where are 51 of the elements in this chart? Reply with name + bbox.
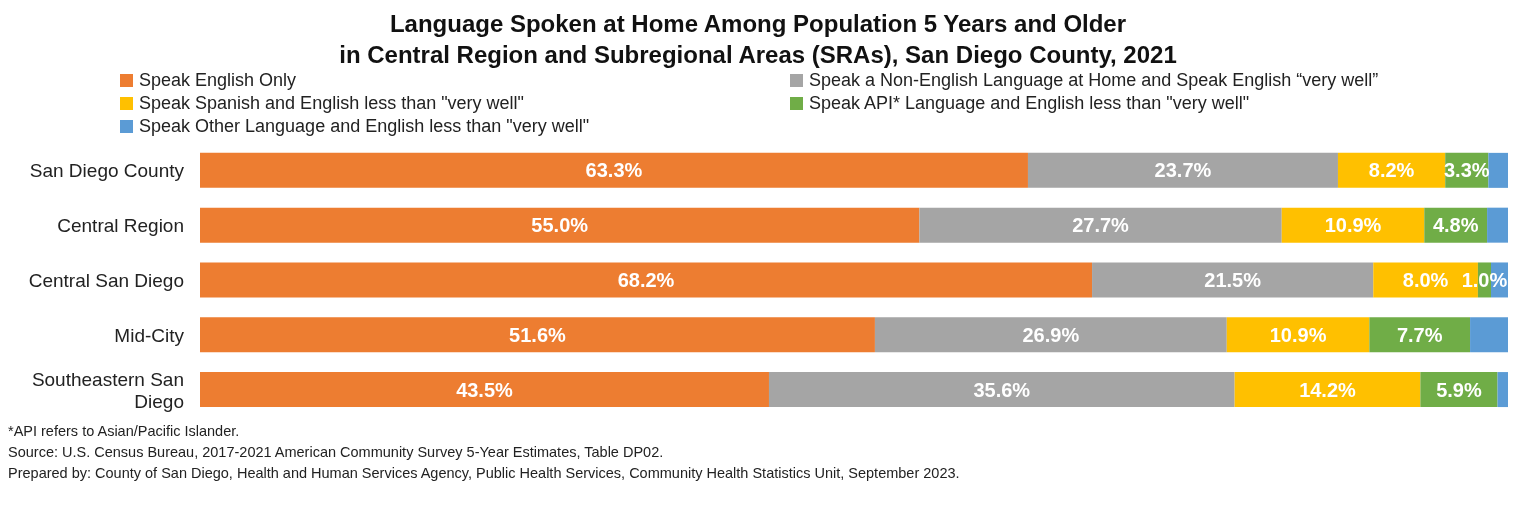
bar xyxy=(1027,152,1338,188)
bar xyxy=(1281,207,1425,243)
data-label: 10.9% xyxy=(1324,214,1382,237)
data-label: 55.0% xyxy=(531,214,589,237)
data-label: 8.0% xyxy=(1402,268,1449,291)
text: *API refers to Asian/Pacific Islander. xyxy=(8,422,241,441)
bar xyxy=(200,207,920,243)
bar xyxy=(200,317,875,353)
text: Prepared by: County of San Diego, Health and Human Services Agency, Public Health Services, Community Health Statistics Unit, September 2023. xyxy=(8,464,961,483)
data-label: 21.5% xyxy=(1204,268,1262,291)
data-label: 1.0% xyxy=(1461,268,1508,291)
bar xyxy=(1488,152,1508,188)
data-label: 10.9% xyxy=(1269,323,1327,346)
source-note: Source: U.S. Census Bureau, 2017-2021 American Community Survey 5-Year Estimates, Table DP02. xyxy=(8,443,665,462)
legend-label: Speak English Only xyxy=(139,70,297,91)
data-label: 68.2% xyxy=(617,268,675,291)
bar xyxy=(1234,372,1421,408)
data-label: 8.2% xyxy=(1368,159,1415,182)
bar xyxy=(1497,372,1508,408)
bar xyxy=(768,372,1235,408)
legend-label: Speak Other Language and English less than "very well" xyxy=(139,116,590,137)
data-label: 27.7% xyxy=(1072,214,1130,237)
bar xyxy=(874,317,1227,353)
bar xyxy=(200,152,1028,188)
data-label: 63.3% xyxy=(585,159,643,182)
y-tick-label: San Diego County xyxy=(29,159,185,181)
legend-label: Speak a Non-English Language at Home and Speak English “very well” xyxy=(809,70,1379,91)
legend-label: Speak API* Language and English less than "very well" xyxy=(809,93,1250,114)
bar xyxy=(1369,317,1471,353)
data-label: 35.6% xyxy=(973,378,1031,401)
bar xyxy=(200,372,769,408)
data-label: 7.7% xyxy=(1396,323,1443,346)
bar xyxy=(1487,207,1508,243)
bar xyxy=(919,207,1282,243)
data-label: 43.5% xyxy=(456,378,514,401)
data-label: 4.8% xyxy=(1432,214,1479,237)
bar xyxy=(1470,317,1508,353)
bar xyxy=(200,262,1093,298)
data-label: 23.7% xyxy=(1154,159,1212,182)
bar xyxy=(1226,317,1370,353)
chart-title: Language Spoken at Home Among Population 5 Years and Older in Central Region and Subregional Areas (SRAs), San Diego County, 2021 xyxy=(338,9,1178,70)
y-tick-label: Southeastern San Diego xyxy=(31,368,184,412)
y-tick-label: Mid-City xyxy=(114,324,185,346)
data-label: 5.9% xyxy=(1436,378,1482,401)
legend-label: Speak Spanish and English less than "very well" xyxy=(139,93,524,114)
data-label: 51.6% xyxy=(509,323,567,346)
y-tick-label: Central Region xyxy=(57,214,184,236)
data-label: 26.9% xyxy=(1022,323,1080,346)
data-label: 14.2% xyxy=(1299,378,1357,401)
bar xyxy=(1092,262,1374,298)
y-tick-label: Central San Diego xyxy=(28,269,184,291)
